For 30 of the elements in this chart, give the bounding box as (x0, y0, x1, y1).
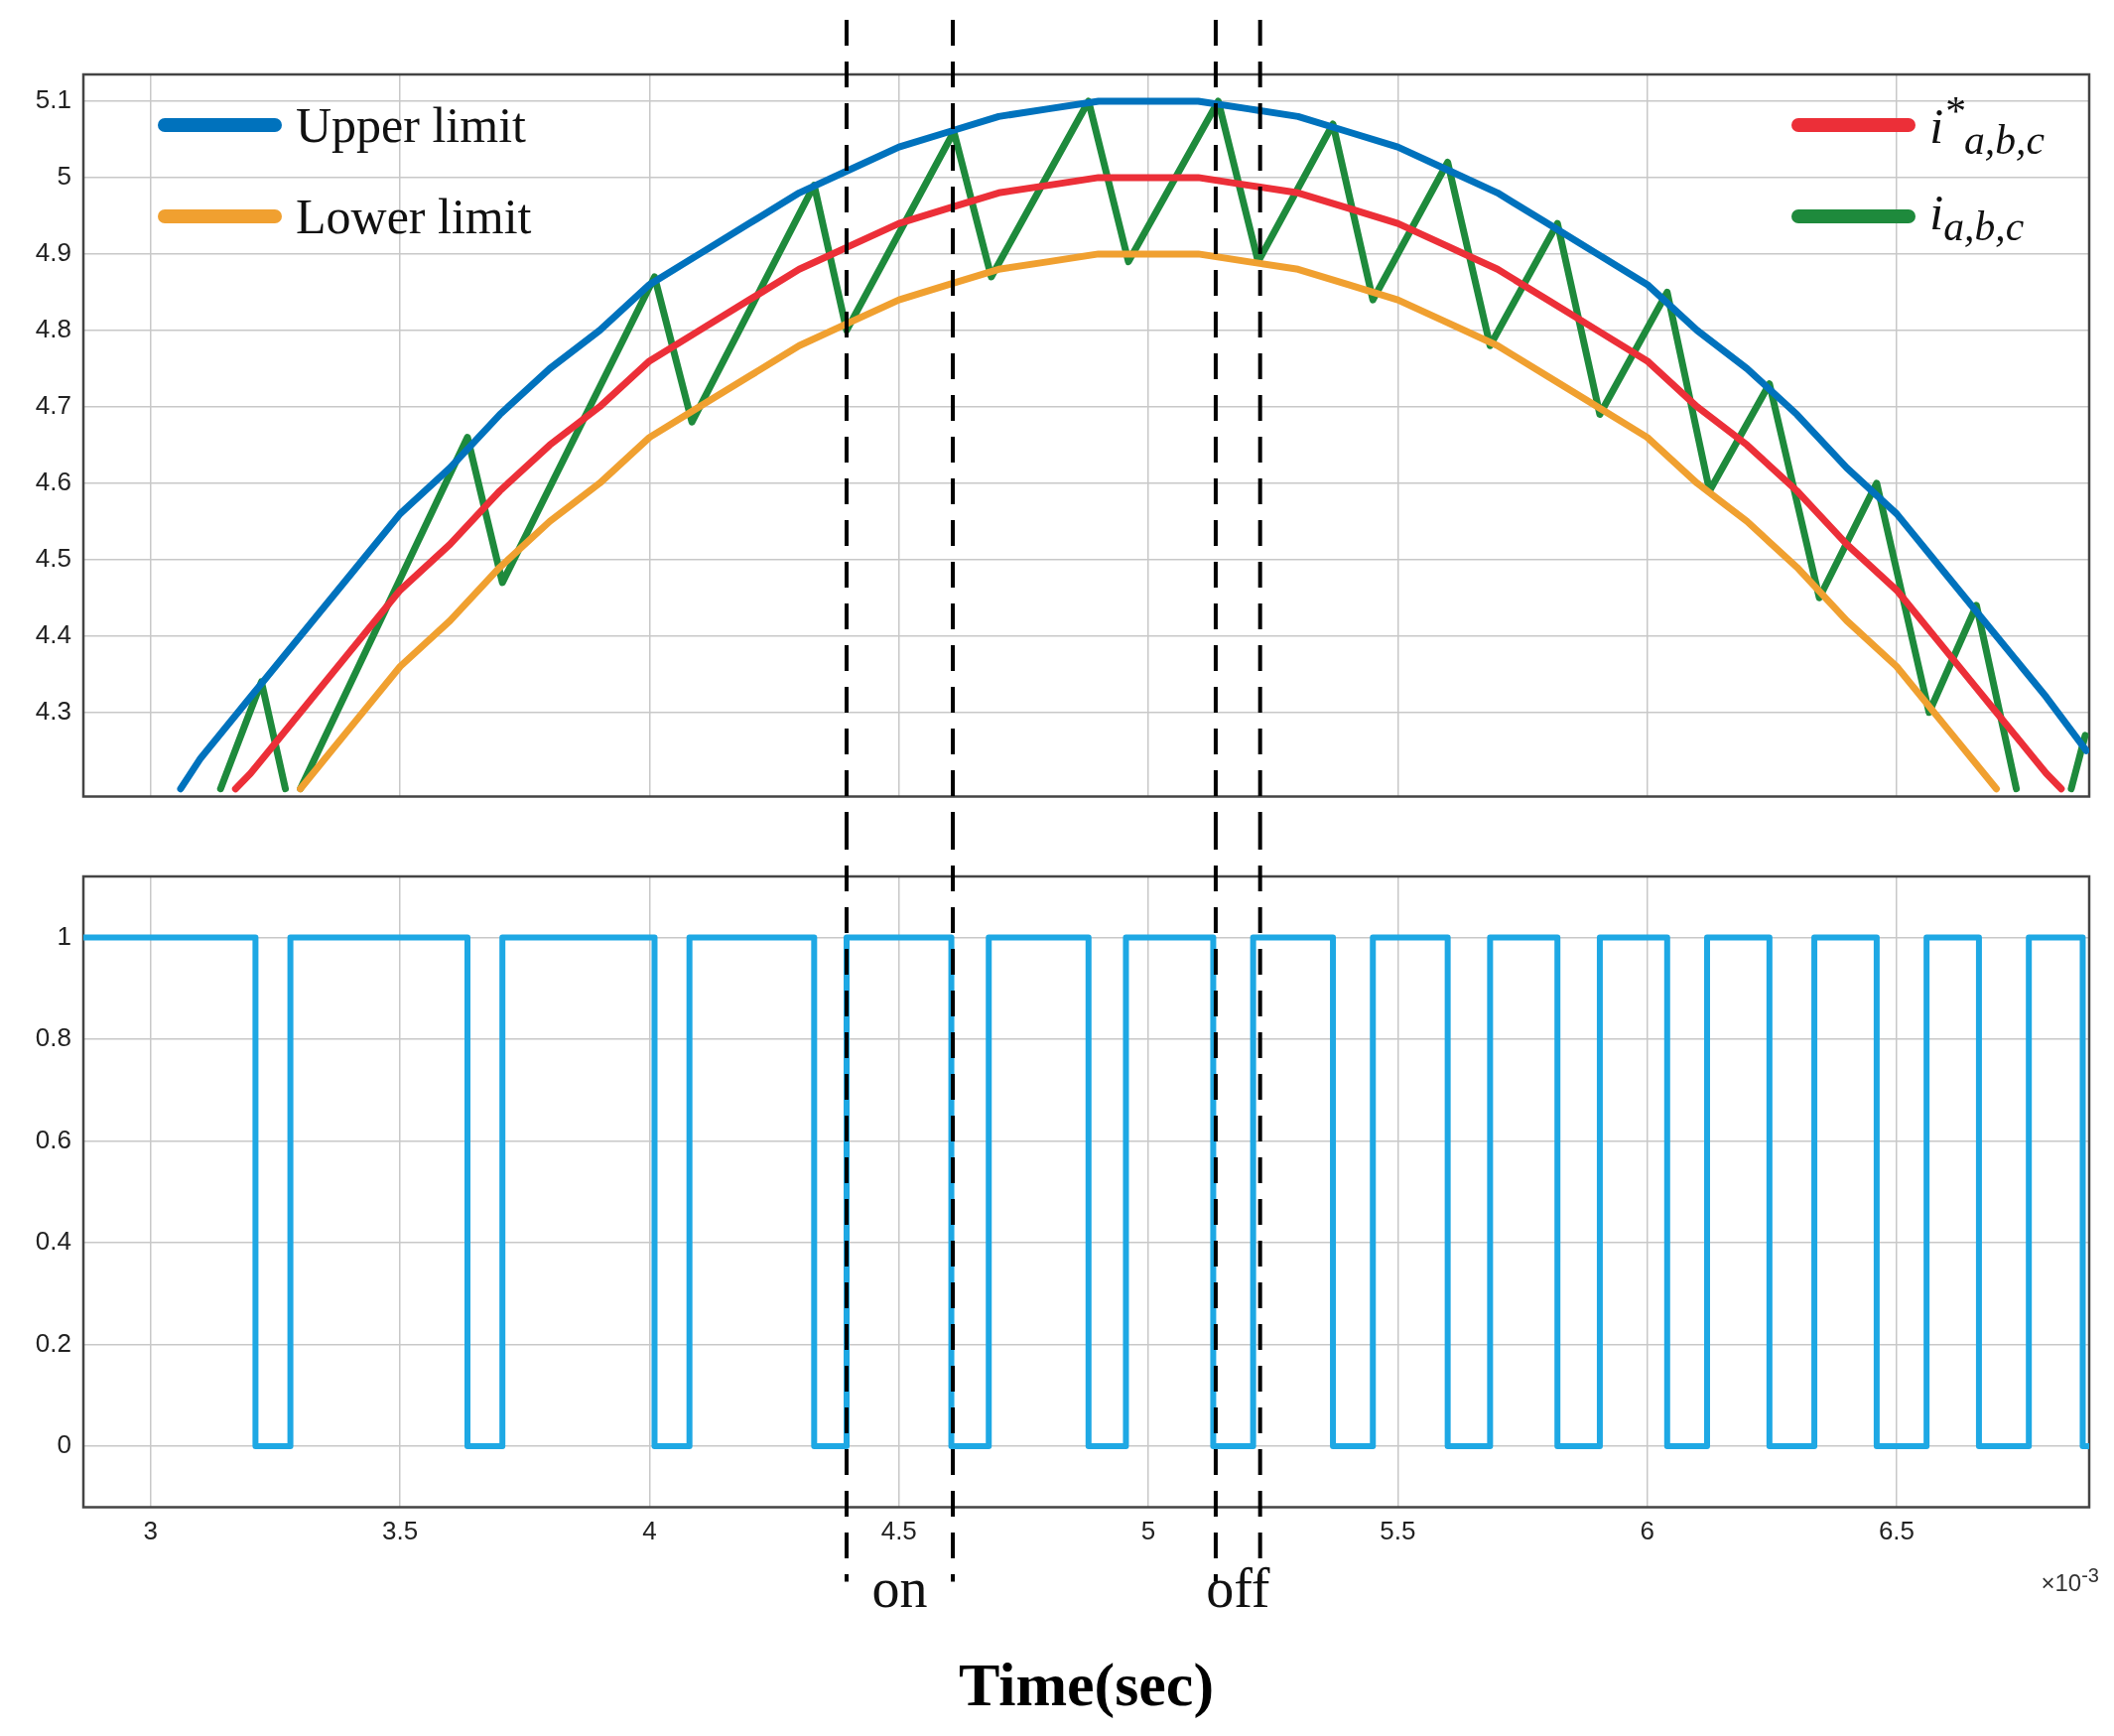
y-tick-label: 4.4 (35, 618, 71, 649)
y-tick-label: 0.6 (35, 1124, 71, 1154)
text: off (1206, 1556, 1270, 1621)
y-tick-label: 0.2 (35, 1327, 71, 1358)
text: on (871, 1556, 928, 1621)
text: ×10$^{-3}$ (2041, 1564, 2099, 1598)
x-tick-label: 4 (642, 1516, 657, 1546)
y-tick-label: 0.8 (35, 1022, 71, 1053)
legend-label: Lower limit (296, 188, 532, 245)
y-tick-label: 4.8 (35, 314, 71, 344)
y-tick-label: 4.7 (35, 390, 71, 421)
x-tick-label: 5.5 (1380, 1516, 1416, 1546)
x-tick-label: 3 (143, 1516, 159, 1546)
y-tick-label: 5.1 (35, 84, 71, 115)
y-tick-label: 4.9 (35, 237, 71, 268)
y-tick-label: 4.3 (35, 695, 71, 726)
x-tick-label: 5 (1140, 1516, 1156, 1546)
legend-label: Upper limit (296, 96, 526, 154)
x-tick-label: 6 (1640, 1516, 1654, 1546)
x-tick-label: 6.5 (1878, 1516, 1916, 1546)
x-axis-title: Time(sec) (958, 1650, 1215, 1719)
x-tick-label: 4.5 (880, 1516, 917, 1546)
legend-label: i$_{a,b,c}$ (1929, 183, 2025, 250)
x-tick-label: 3.5 (382, 1516, 419, 1546)
y-tick-label: 5 (57, 161, 71, 192)
y-tick-label: 0.4 (35, 1226, 71, 1257)
y-tick-label: 4.6 (35, 466, 71, 496)
y-tick-label: 0 (57, 1429, 71, 1460)
y-tick-label: 1 (57, 920, 71, 951)
y-tick-label: 4.5 (35, 542, 71, 573)
